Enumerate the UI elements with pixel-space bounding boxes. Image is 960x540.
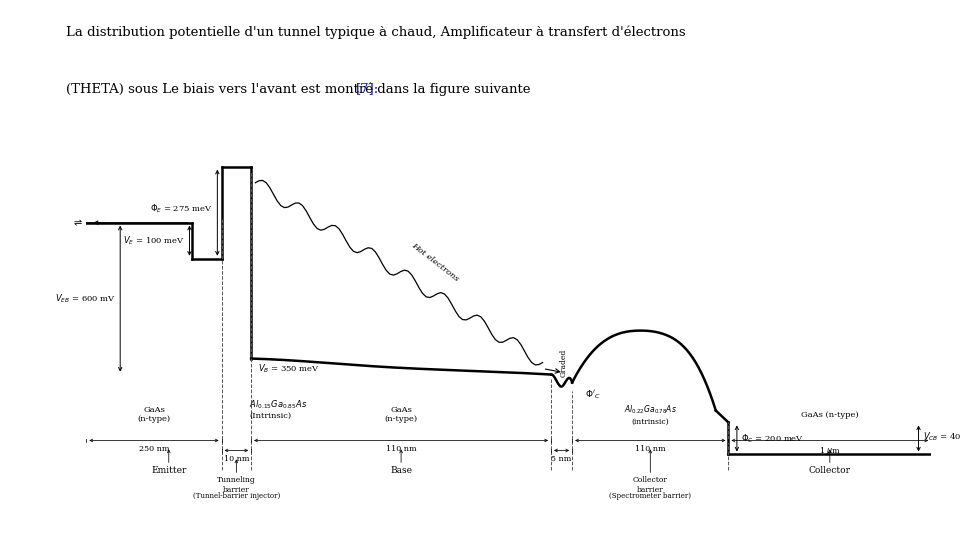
Text: GaAs
(n-type): GaAs (n-type) [385, 406, 418, 423]
Text: Graded: Graded [560, 348, 567, 377]
Text: $V_{CB}$ = 400 meV: $V_{CB}$ = 400 meV [923, 430, 960, 443]
Text: $\rightleftharpoons$: $\rightleftharpoons$ [72, 218, 84, 228]
Text: 5 nm: 5 nm [551, 455, 572, 463]
Text: $\Phi_C$ = 200 meV: $\Phi_C$ = 200 meV [741, 432, 804, 445]
Text: 10 nm: 10 nm [224, 455, 249, 463]
Text: Base: Base [390, 467, 412, 475]
Text: Collector
barrier: Collector barrier [633, 476, 668, 494]
Text: (THETA) sous Le biais vers l'avant est montré dans la figure suivante: (THETA) sous Le biais vers l'avant est m… [66, 82, 535, 96]
Text: 250 nm: 250 nm [139, 446, 169, 453]
Text: $Al_{0.22}Ga_{0.78}As$
(intrinsic): $Al_{0.22}Ga_{0.78}As$ (intrinsic) [624, 404, 677, 426]
Text: 110 nm: 110 nm [635, 446, 665, 453]
Text: Emitter: Emitter [151, 467, 186, 475]
Text: $V_{EB}$ = 600 mV: $V_{EB}$ = 600 mV [55, 292, 116, 305]
Text: (Spectrometer barrier): (Spectrometer barrier) [610, 491, 691, 500]
Text: $\Phi_E$ = 275 meV: $\Phi_E$ = 275 meV [151, 202, 213, 215]
Text: GaAs (n-type): GaAs (n-type) [801, 410, 858, 418]
Text: $V_E$ = 100 meV: $V_E$ = 100 meV [124, 234, 185, 247]
Text: 1 $\mu$m: 1 $\mu$m [819, 446, 841, 457]
Text: $V_B$ = 350 meV: $V_B$ = 350 meV [258, 362, 320, 375]
Text: GaAs
(n-type): GaAs (n-type) [137, 406, 171, 423]
Text: $\Phi'_C$: $\Phi'_C$ [585, 389, 601, 401]
Text: Collector: Collector [809, 467, 851, 475]
Text: $Al_{0.15}Ga_{0.85}As$
(Intrinsic): $Al_{0.15}Ga_{0.85}As$ (Intrinsic) [249, 399, 307, 420]
Text: Hot electrons: Hot electrons [410, 242, 460, 284]
Text: [7]:: [7]: [356, 82, 379, 96]
Text: (Tunnel-barrier injector): (Tunnel-barrier injector) [193, 491, 280, 500]
Text: La distribution potentielle d'un tunnel typique à chaud, Amplificateur à transfe: La distribution potentielle d'un tunnel … [66, 26, 685, 39]
Text: Tunneling
barrier: Tunneling barrier [217, 476, 255, 494]
Text: 110 nm: 110 nm [386, 446, 417, 453]
